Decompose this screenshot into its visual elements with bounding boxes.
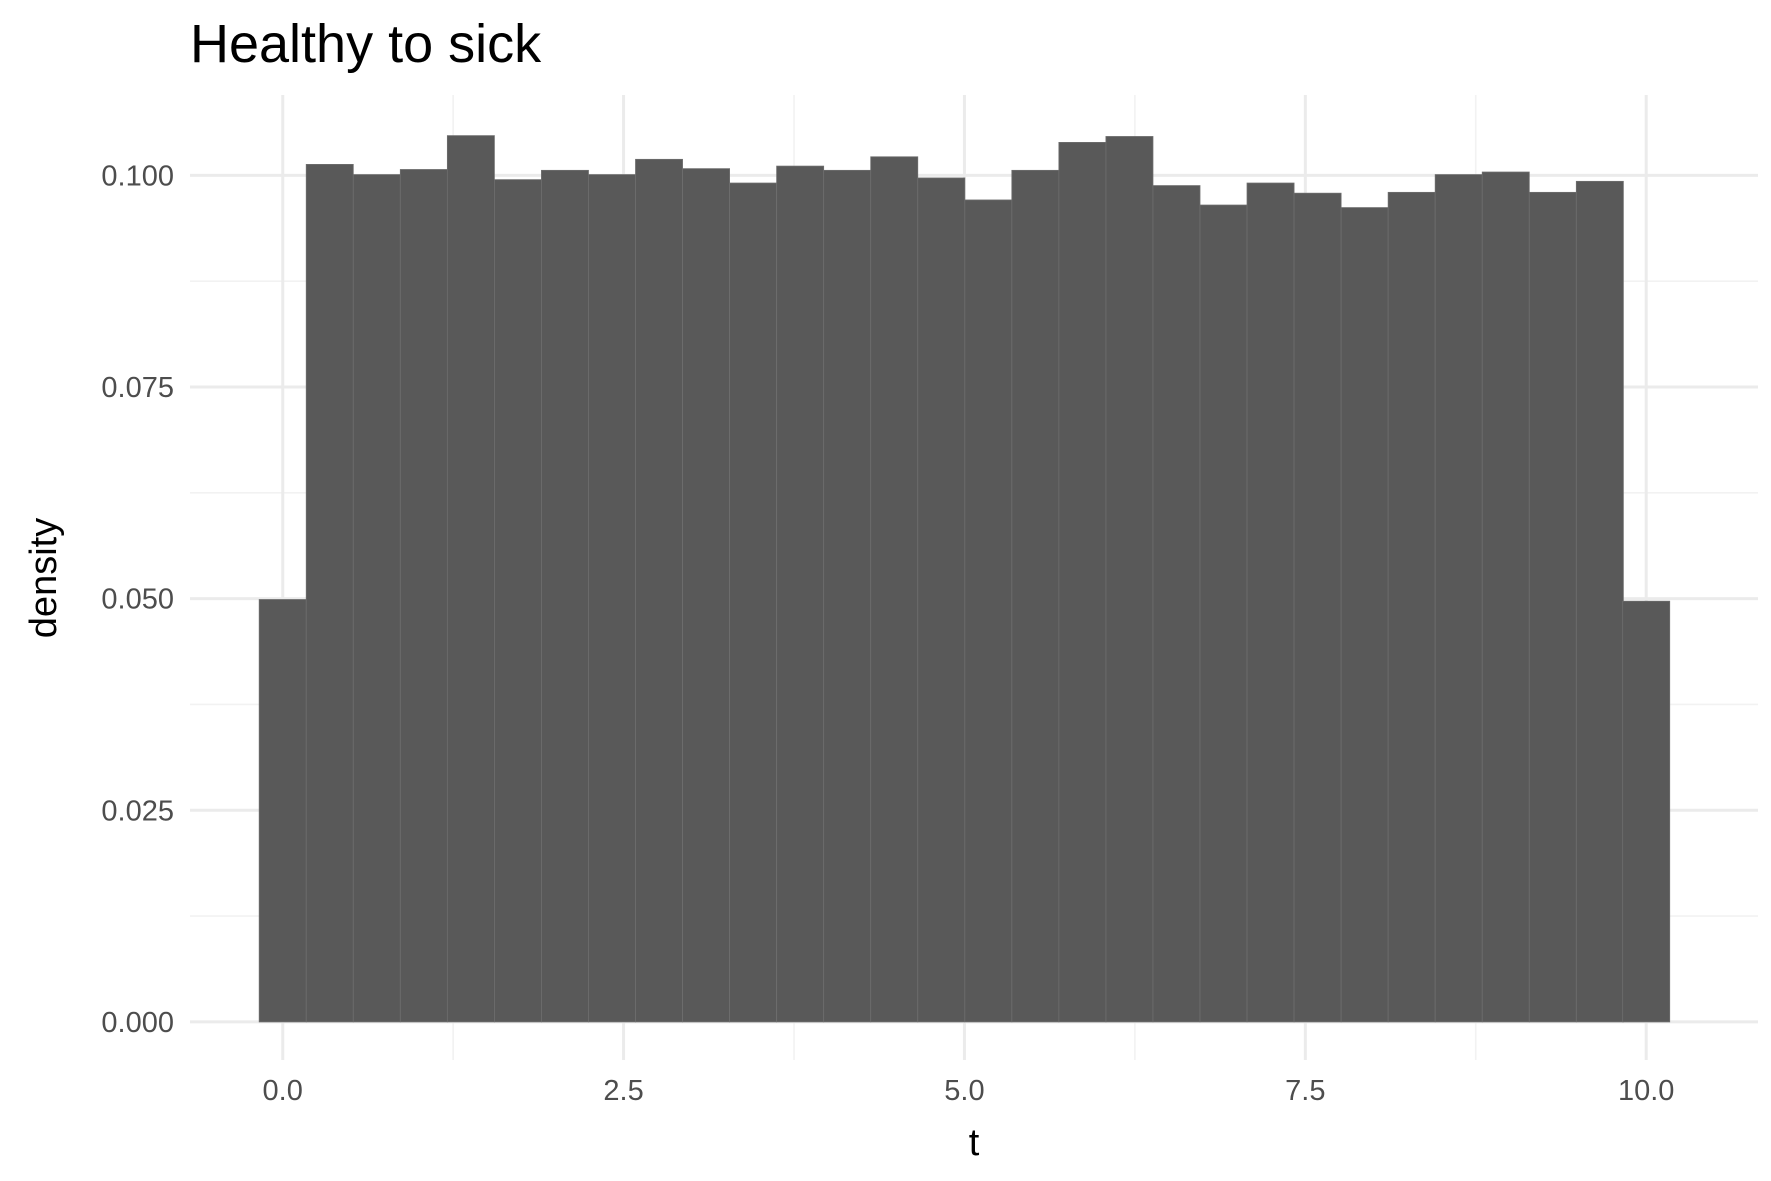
x-axis-ticks: 0.0 2.5 5.0 7.5 10.0	[263, 1075, 1675, 1107]
histogram-bar	[729, 182, 778, 1023]
histogram-bar	[1481, 171, 1530, 1023]
histogram-bar	[635, 158, 683, 1023]
y-tick-label: 0.025	[101, 795, 174, 827]
histogram-bar	[258, 599, 307, 1023]
histogram-bar	[776, 165, 825, 1023]
x-axis-title: t	[969, 1122, 980, 1164]
histogram-bar	[1199, 204, 1248, 1023]
histogram-bar	[1152, 185, 1201, 1023]
x-tick-label: 10.0	[1618, 1075, 1674, 1107]
y-tick-label: 0.050	[101, 584, 174, 616]
histogram-bar	[588, 174, 636, 1023]
histogram-bar	[446, 135, 495, 1023]
histogram-bar	[1293, 192, 1342, 1023]
y-tick-label: 0.075	[101, 372, 174, 404]
histogram-bars	[258, 135, 1671, 1023]
histogram-bar	[823, 169, 872, 1023]
histogram-bar	[1340, 207, 1389, 1023]
histogram-bar	[870, 156, 919, 1023]
histogram-bar	[1058, 142, 1107, 1023]
histogram-bar	[1434, 174, 1483, 1023]
y-axis-title: density	[23, 518, 65, 638]
histogram-bar	[1575, 180, 1624, 1023]
histogram-bar	[1528, 191, 1577, 1023]
histogram-bar	[1105, 136, 1154, 1023]
y-axis-ticks: 0.000 0.025 0.050 0.075 0.100	[101, 160, 174, 1038]
histogram-bar	[682, 168, 730, 1023]
histogram-bar	[305, 164, 354, 1023]
histogram-bar	[493, 179, 542, 1023]
x-tick-label: 0.0	[263, 1075, 303, 1107]
histogram-bar	[352, 174, 401, 1023]
histogram-bar	[541, 169, 589, 1023]
histogram-bar	[1387, 191, 1436, 1023]
y-tick-label: 0.100	[101, 160, 174, 192]
x-tick-label: 5.0	[944, 1075, 984, 1107]
y-tick-label: 0.000	[101, 1007, 174, 1039]
histogram-bar	[1011, 169, 1060, 1023]
chart-title: Healthy to sick	[190, 14, 542, 74]
x-tick-label: 2.5	[603, 1075, 643, 1107]
histogram-bar	[1622, 600, 1671, 1023]
histogram-bar	[964, 199, 1013, 1023]
x-tick-label: 7.5	[1285, 1075, 1325, 1107]
histogram-bar	[1246, 182, 1295, 1023]
histogram-bar	[917, 177, 966, 1023]
histogram-bar	[399, 169, 448, 1023]
